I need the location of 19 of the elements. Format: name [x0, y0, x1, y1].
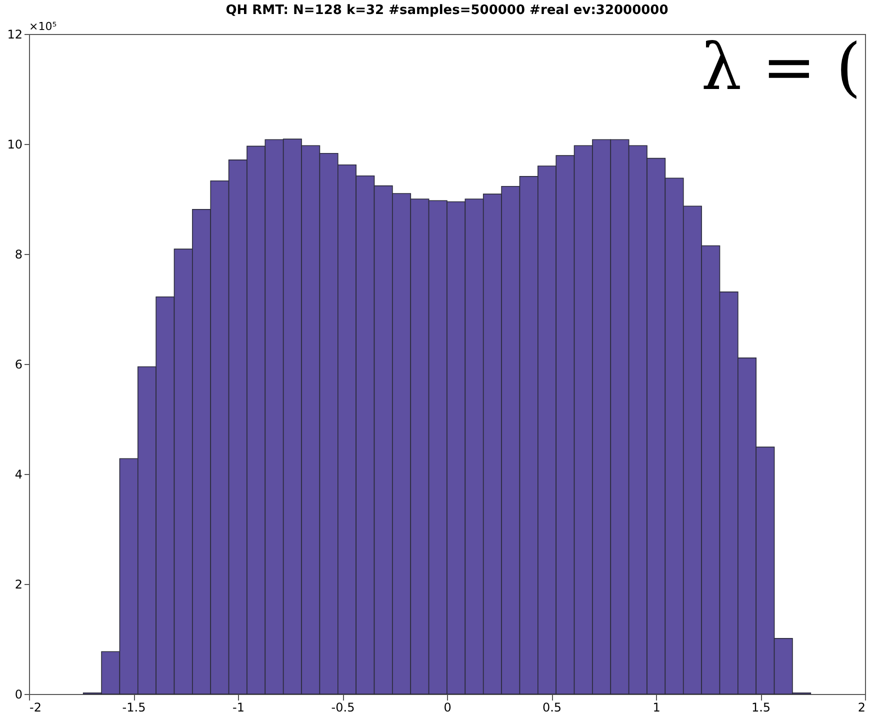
chart-title: QH RMT: N=128 k=32 #samples=500000 #real ev:32000000: [226, 3, 668, 18]
annotation: λ = (: [701, 31, 861, 105]
y-tick-label: 2: [14, 578, 22, 592]
y-tick-label: 0: [14, 688, 22, 702]
text: ×10⁵: [29, 20, 57, 33]
x-tick-label: 0.5: [542, 700, 562, 714]
x-tick-label: 2: [858, 700, 866, 714]
y-tick-label: 6: [14, 358, 22, 372]
y-tick-label: 8: [14, 248, 22, 262]
x-tick-label: -2: [30, 700, 42, 714]
y-tick-label: 10: [7, 138, 22, 152]
y-tick-label: 12: [7, 28, 22, 42]
x-tick-label: 0: [444, 700, 452, 714]
x-tick-label: -1: [232, 700, 244, 714]
x-tick-label: -1.5: [122, 700, 146, 714]
x-tick-label: 1.5: [751, 700, 771, 714]
y-tick-label: 4: [14, 468, 22, 482]
x-tick-label: 1: [652, 700, 660, 714]
x-tick-label: -0.5: [331, 700, 355, 714]
